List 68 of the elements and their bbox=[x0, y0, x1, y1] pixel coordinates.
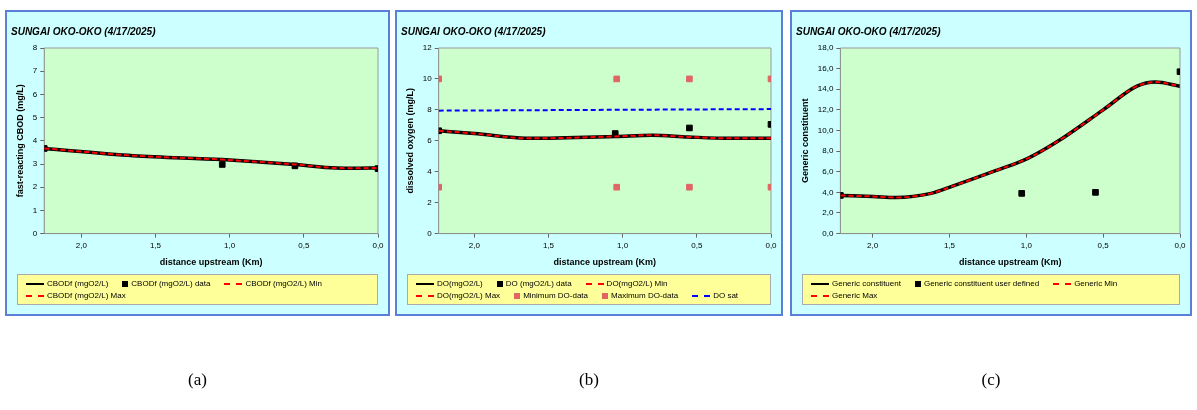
y-tick-label: 10 bbox=[422, 74, 433, 84]
y-tick-label: 0 bbox=[427, 228, 433, 238]
y-tick-label: 8,0 bbox=[822, 146, 834, 156]
text: (c) bbox=[980, 370, 1002, 390]
legend-label: CBODf (mgO2/L) Min bbox=[245, 279, 322, 288]
x-axis-title: distance upstream (Km) bbox=[159, 257, 263, 268]
y-axis-title: Generic constituent bbox=[799, 98, 810, 184]
legend-label: CBODf (mgO2/L) Max bbox=[47, 291, 126, 300]
x-tick-label: 0,5 bbox=[298, 240, 310, 250]
y-tick-label: 14,0 bbox=[817, 84, 834, 94]
y-axis-title: dissolved oxygen (mg/L) bbox=[404, 88, 415, 194]
legend-label: DO(mgO2/L) Min bbox=[606, 279, 668, 288]
x-tick-label: 2,0 bbox=[468, 240, 481, 250]
x-tick-label: 0,0 bbox=[765, 240, 778, 250]
y-tick-label: 2 bbox=[427, 197, 433, 207]
chart-title: SUNGAI OKO-OKO (4/17/2025) bbox=[401, 25, 547, 37]
y-tick-label: 12 bbox=[422, 43, 433, 53]
x-tick-label: 0,5 bbox=[1097, 240, 1110, 250]
y-tick-label: 0,0 bbox=[822, 228, 834, 238]
y-tick-label: 4 bbox=[427, 166, 433, 176]
legend-label: Generic Max bbox=[832, 291, 878, 300]
legend-label: DO (mgO2/L) data bbox=[505, 279, 572, 288]
x-tick-label: 1,5 bbox=[149, 240, 162, 250]
y-tick-label: 0 bbox=[32, 228, 38, 238]
y-tick-label: 6 bbox=[427, 136, 433, 145]
legend-label: Generic constituent user defined bbox=[923, 279, 1040, 288]
text: (b) bbox=[578, 370, 600, 390]
y-tick-label: 6 bbox=[32, 89, 38, 99]
x-tick-label: 0,0 bbox=[372, 240, 385, 250]
text: (a) bbox=[187, 370, 208, 390]
y-tick-label: 2 bbox=[32, 182, 38, 192]
x-tick-label: 2,0 bbox=[867, 240, 879, 250]
legend-label: Minimum DO-data bbox=[523, 291, 589, 300]
x-axis-title: distance upstream (Km) bbox=[958, 257, 1062, 268]
y-tick-label: 1 bbox=[32, 205, 38, 215]
y-axis-title: fast-reacting CBOD (mg/L) bbox=[14, 84, 25, 198]
y-tick-label: 10,0 bbox=[817, 125, 834, 135]
y-tick-label: 18,0 bbox=[817, 43, 834, 53]
legend-label: DO(mgO2/L) bbox=[437, 279, 483, 288]
legend-label: Maximum DO-data bbox=[611, 291, 679, 300]
y-tick-label: 4 bbox=[32, 136, 38, 145]
x-tick-label: 1,0 bbox=[224, 240, 236, 250]
x-axis-title: distance upstream (Km) bbox=[553, 257, 657, 268]
y-tick-label: 3 bbox=[32, 159, 38, 169]
chart-title: SUNGAI OKO-OKO (4/17/2025) bbox=[796, 25, 942, 37]
y-tick-label: 4,0 bbox=[822, 187, 834, 197]
x-tick-label: 0,5 bbox=[691, 240, 703, 250]
y-tick-label: 16,0 bbox=[817, 63, 834, 73]
x-tick-label: 1,5 bbox=[943, 240, 956, 250]
chart-title: SUNGAI OKO-OKO (4/17/2025) bbox=[11, 25, 157, 37]
legend-label: Generic constituent bbox=[832, 279, 901, 288]
legend-label: DO sat bbox=[713, 291, 739, 300]
x-tick-label: 0,0 bbox=[1174, 240, 1187, 250]
y-tick-label: 7 bbox=[32, 66, 38, 76]
y-tick-label: 12,0 bbox=[817, 105, 834, 115]
legend-label: CBODf (mgO2/L) data bbox=[131, 279, 211, 288]
y-tick-label: 2,0 bbox=[822, 208, 834, 218]
legend-label: Generic Min bbox=[1074, 279, 1118, 288]
legend-label: DO(mgO2/L) Max bbox=[437, 291, 501, 300]
x-tick-label: 1,0 bbox=[1020, 240, 1033, 250]
legend-label: CBODf (mgO2/L) bbox=[47, 279, 109, 288]
y-tick-label: 5 bbox=[32, 112, 38, 122]
x-tick-label: 1,5 bbox=[542, 240, 555, 250]
y-tick-label: 6,0 bbox=[822, 166, 834, 176]
x-tick-label: 1,0 bbox=[617, 240, 629, 250]
y-tick-label: 8 bbox=[32, 43, 38, 53]
y-tick-label: 8 bbox=[427, 105, 433, 115]
x-tick-label: 2,0 bbox=[75, 240, 88, 250]
